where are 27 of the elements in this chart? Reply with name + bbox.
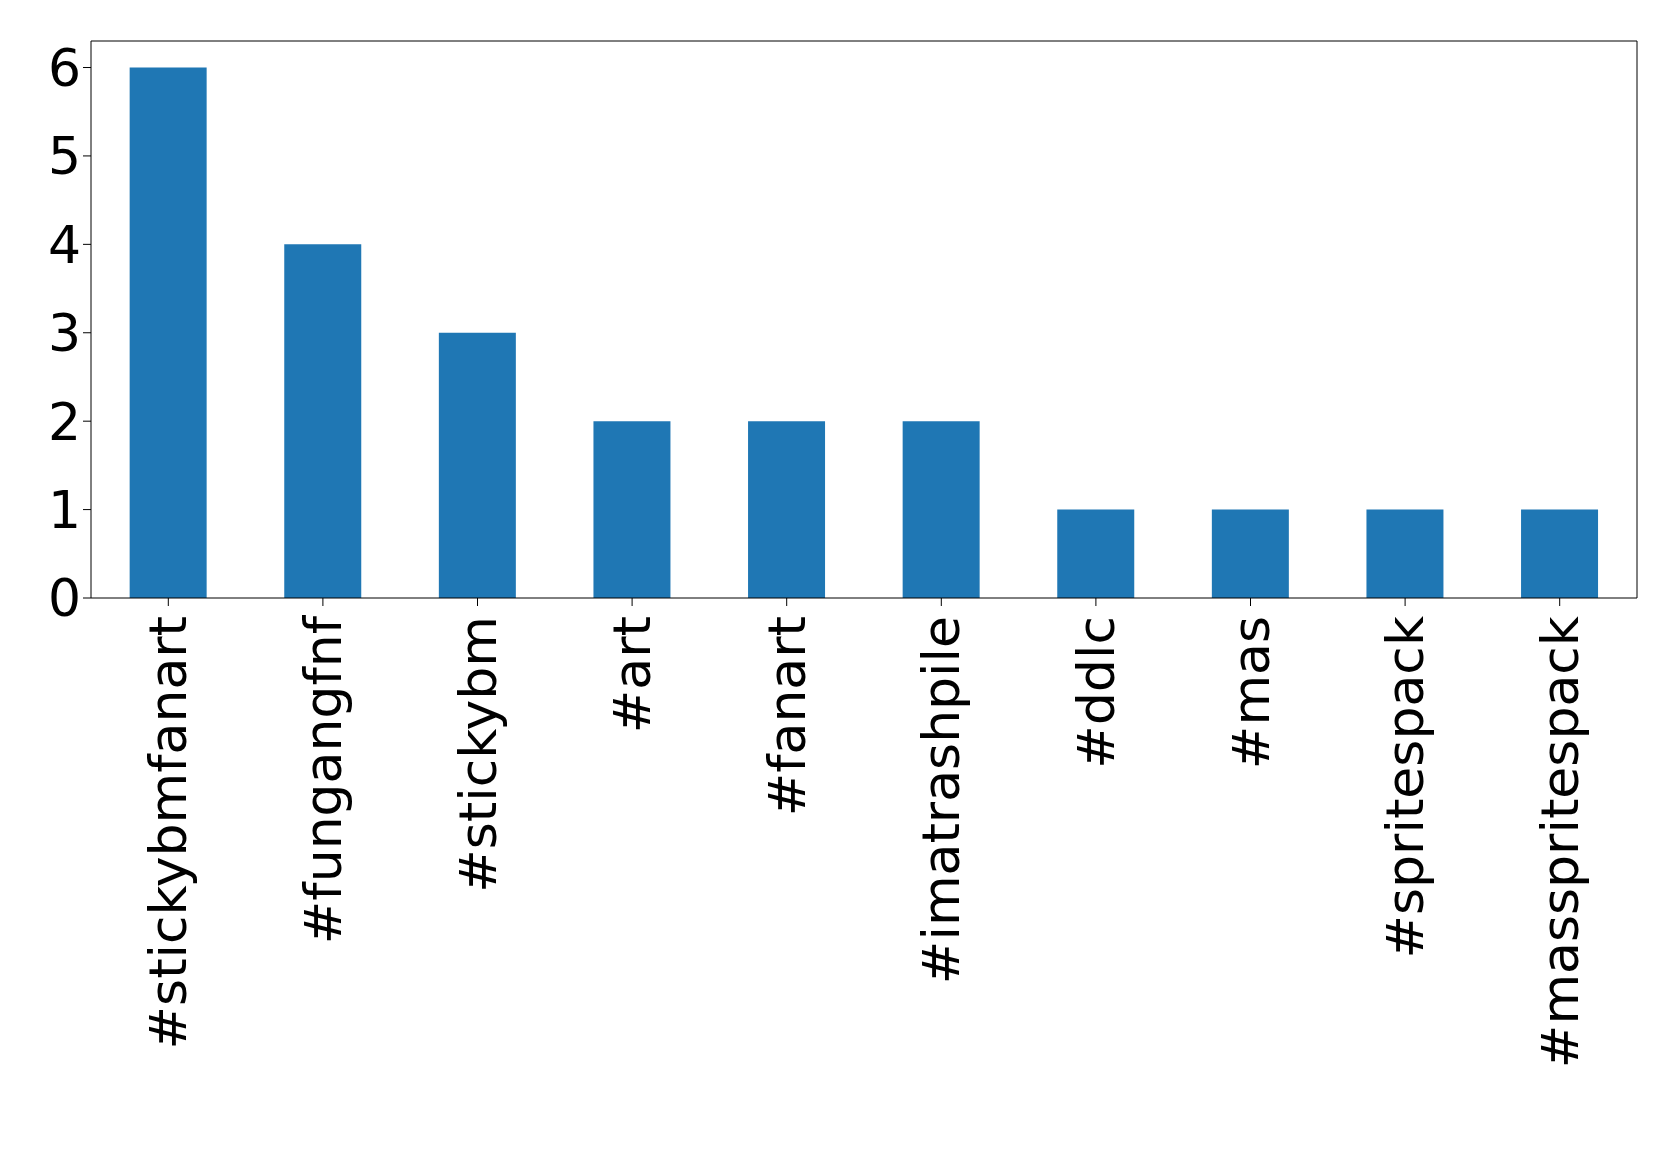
x-tick-label: #stickybmfanart [138, 616, 199, 1050]
y-tick-label: 1 [47, 480, 81, 541]
y-tick-label: 5 [47, 126, 81, 187]
bar [902, 421, 980, 598]
x-tick-label: #art [602, 616, 663, 734]
bar [438, 332, 516, 598]
bar [1057, 509, 1135, 598]
y-tick-label: 4 [47, 214, 81, 275]
y-tick-label: 0 [47, 568, 81, 629]
x-tick-label: #stickybm [447, 616, 508, 893]
x-tick-label: #fungangfnf [292, 614, 353, 945]
x-tick-label: #mas [1220, 616, 1281, 770]
bar [1366, 509, 1444, 598]
y-tick-label: 3 [47, 303, 81, 364]
bar [1521, 509, 1599, 598]
bar [1211, 509, 1289, 598]
x-tick-label: #fanart [756, 616, 817, 817]
y-tick-label: 6 [47, 37, 81, 98]
bar [129, 67, 207, 598]
x-tick-label: #ddlc [1065, 616, 1126, 769]
bar [284, 244, 362, 598]
x-tick-label: #imatrashpile [911, 616, 972, 985]
x-tick-label: #spritespack [1375, 616, 1436, 959]
y-tick-label: 2 [47, 391, 81, 452]
bar [593, 421, 671, 598]
x-tick-label: #masspritespack [1529, 616, 1590, 1069]
bar [748, 421, 826, 598]
